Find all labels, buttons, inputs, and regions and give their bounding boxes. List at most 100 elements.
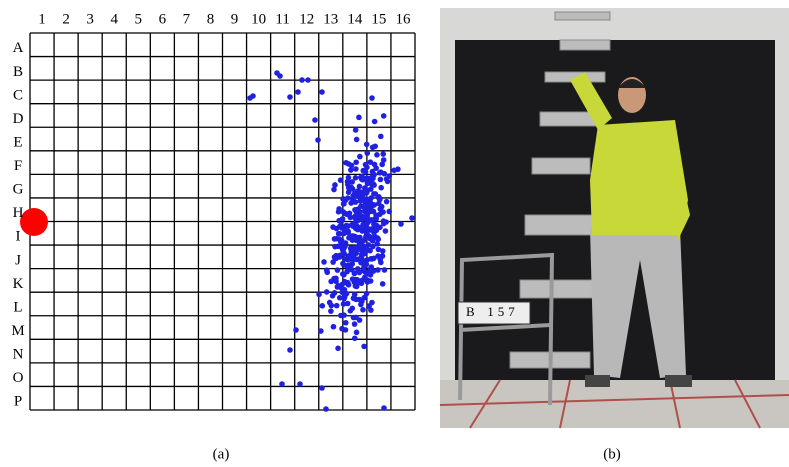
dot <box>277 73 283 79</box>
dot <box>342 294 348 300</box>
dot <box>377 197 383 203</box>
dot <box>363 190 369 196</box>
column-label: 11 <box>275 11 289 27</box>
dot <box>247 95 253 101</box>
dot <box>343 197 349 203</box>
dot <box>321 259 327 265</box>
column-label: 6 <box>159 11 167 27</box>
dot <box>368 278 374 284</box>
dot <box>385 179 391 185</box>
dot <box>319 89 325 95</box>
dot <box>332 244 338 250</box>
dot <box>374 152 380 158</box>
column-label: 4 <box>110 11 118 27</box>
dot <box>364 214 370 220</box>
dot <box>379 204 385 210</box>
dot <box>328 308 334 314</box>
column-label: 3 <box>86 11 94 27</box>
dot <box>345 301 351 307</box>
dot <box>323 406 329 412</box>
dot <box>342 244 348 250</box>
dot <box>352 207 358 213</box>
column-label: 2 <box>62 11 70 27</box>
column-label: 16 <box>395 11 411 27</box>
dot <box>338 239 344 245</box>
row-label: G <box>13 182 24 198</box>
dot <box>359 252 365 258</box>
dot <box>350 306 356 312</box>
dot <box>349 267 355 273</box>
dot <box>380 151 386 157</box>
dot <box>357 192 363 198</box>
dot <box>319 303 325 309</box>
dot <box>380 209 386 215</box>
dot <box>319 385 325 391</box>
dot <box>384 199 390 205</box>
dot <box>378 185 384 191</box>
dot <box>341 262 347 268</box>
dot <box>368 195 374 201</box>
dot <box>335 267 341 273</box>
dot <box>352 292 358 298</box>
dot <box>362 221 368 227</box>
column-label: 10 <box>251 11 266 27</box>
dot <box>353 159 359 165</box>
dot <box>365 271 371 277</box>
dot <box>381 113 387 119</box>
dot <box>373 213 379 219</box>
dot <box>372 143 378 149</box>
photo: B 157 <box>440 8 789 428</box>
dot <box>341 251 347 257</box>
row-label: B <box>13 64 23 80</box>
shoe <box>665 375 692 387</box>
sign-number: 157 <box>487 304 519 319</box>
dot <box>318 328 324 334</box>
shoe <box>585 375 610 387</box>
dot <box>293 327 299 333</box>
dot <box>341 209 347 215</box>
column-label: 9 <box>231 11 239 27</box>
dot <box>337 231 343 237</box>
column-label: 12 <box>299 11 314 27</box>
row-label: D <box>13 111 24 127</box>
dot <box>372 119 378 125</box>
caption: (b) <box>603 446 621 462</box>
dot <box>347 210 353 216</box>
column-label: 1 <box>38 11 46 27</box>
dot <box>398 221 404 227</box>
dot <box>381 405 387 411</box>
dot <box>279 381 285 387</box>
dot <box>361 344 367 350</box>
dot <box>368 177 374 183</box>
dot <box>346 189 352 195</box>
dot <box>295 89 301 95</box>
dot <box>366 303 372 309</box>
dot <box>368 264 374 270</box>
dot <box>331 324 337 330</box>
dot <box>337 223 343 229</box>
dot <box>373 191 379 197</box>
dot <box>355 266 361 272</box>
dot <box>358 213 364 219</box>
dot <box>305 77 311 83</box>
dot <box>287 94 293 100</box>
dot <box>349 249 355 255</box>
dot <box>337 295 343 301</box>
dot <box>370 169 376 175</box>
dot <box>368 256 374 262</box>
dot <box>324 289 330 295</box>
dot <box>316 292 322 298</box>
dot <box>335 346 341 352</box>
dot <box>359 174 365 180</box>
dot <box>360 307 366 313</box>
row-label: L <box>13 299 22 315</box>
dot <box>330 293 336 299</box>
dot <box>364 142 370 148</box>
column-label: 8 <box>207 11 215 27</box>
dot <box>297 381 303 387</box>
dot <box>353 223 359 229</box>
dot <box>331 276 337 282</box>
row-label: A <box>13 40 24 56</box>
row-label: E <box>13 134 22 150</box>
dot <box>383 219 389 225</box>
